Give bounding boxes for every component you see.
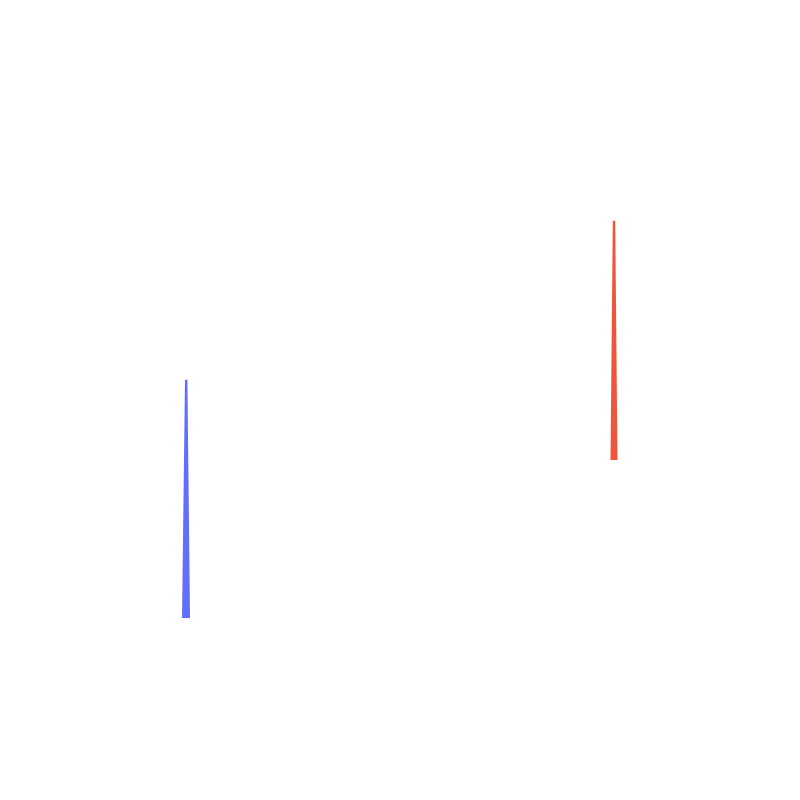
blue-stroke bbox=[182, 379, 190, 618]
orange-stroke bbox=[610, 220, 618, 460]
